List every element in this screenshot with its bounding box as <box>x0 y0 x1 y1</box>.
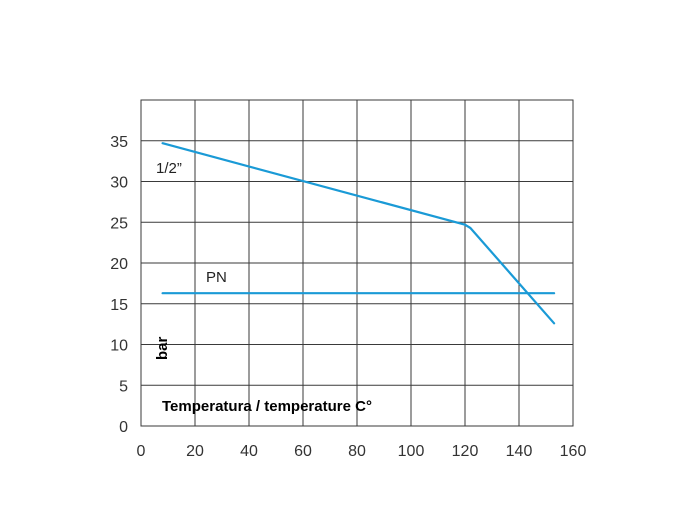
plot-frame <box>140 99 574 427</box>
series-label: 1/2” <box>156 160 182 177</box>
y-tick-label: 20 <box>110 256 128 273</box>
x-tick-label: 80 <box>348 443 366 460</box>
y-tick-label: 10 <box>110 338 128 355</box>
y-axis-label: bar <box>154 336 171 360</box>
x-tick-label: 20 <box>186 443 204 460</box>
x-tick-label: 0 <box>137 443 146 460</box>
y-tick-label: 5 <box>119 378 128 395</box>
y-axis-ticks: 0 5 10 15 20 25 30 35 <box>110 134 128 436</box>
x-tick-label: 60 <box>294 443 312 460</box>
series-label: PN <box>206 269 227 286</box>
y-tick-label: 25 <box>110 215 128 232</box>
x-tick-label: 140 <box>506 443 533 460</box>
series: 1/2” PN <box>156 142 556 325</box>
y-tick-label: 15 <box>110 297 128 314</box>
y-tick-label: 0 <box>119 419 128 436</box>
x-axis-label: Temperatura / temperature C° <box>162 398 372 415</box>
x-tick-label: 160 <box>560 443 587 460</box>
series-line <box>161 142 556 325</box>
y-tick-label: 35 <box>110 134 128 151</box>
x-axis-ticks: 0 20 40 60 80 100 120 140 160 <box>137 443 587 460</box>
y-tick-label: 30 <box>110 175 128 192</box>
x-tick-label: 40 <box>240 443 258 460</box>
x-tick-label: 100 <box>398 443 425 460</box>
x-tick-label: 120 <box>452 443 479 460</box>
grid <box>141 100 573 426</box>
